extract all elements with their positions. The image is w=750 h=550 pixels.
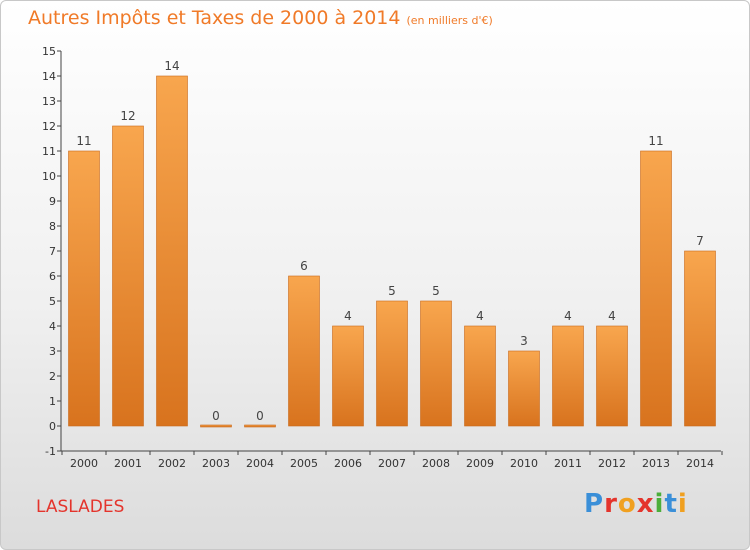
x-tick-label-2006: 2006 <box>334 457 362 470</box>
y-tick-label: 8 <box>49 220 56 233</box>
bar-2009 <box>464 325 496 427</box>
y-tick-label: 7 <box>49 245 56 258</box>
x-axis: 2000 2001 2002 2003 2004 2005 2006 2007 2008 2009… <box>61 451 723 470</box>
data-label-2000: 11 <box>76 134 91 148</box>
y-tick-label: 10 <box>42 170 56 183</box>
bar-2007 <box>376 300 408 427</box>
x-tick-label-2002: 2002 <box>158 457 186 470</box>
data-label-2003: 0 <box>212 409 220 423</box>
data-label-2014: 7 <box>696 234 704 248</box>
town-name: LASLADES <box>36 497 125 517</box>
x-tick-label-2010: 2010 <box>510 457 538 470</box>
logo-letter: o <box>617 489 637 519</box>
x-tick-label-2011: 2011 <box>554 457 582 470</box>
data-label-2006: 4 <box>344 309 352 323</box>
bar-2008 <box>420 300 452 427</box>
x-tick-label-2005: 2005 <box>290 457 318 470</box>
y-tick-label: 4 <box>49 320 56 333</box>
y-tick-label: 12 <box>42 120 56 133</box>
chart-subtitle: (en milliers d'€) <box>406 14 493 27</box>
bar-2004 <box>244 424 276 428</box>
logo-letter: i <box>654 489 665 519</box>
x-tick-label-2003: 2003 <box>202 457 230 470</box>
data-label-2004: 0 <box>256 409 264 423</box>
logo-letter: x <box>636 489 655 519</box>
bar-2012 <box>596 325 628 427</box>
data-label-2011: 4 <box>564 309 572 323</box>
logo-letter: i <box>677 489 688 519</box>
chart-title-text: Autres Impôts et Taxes de 2000 à 2014 <box>28 7 401 29</box>
x-tick-label-2009: 2009 <box>466 457 494 470</box>
y-tick-label: 9 <box>49 195 56 208</box>
y-tick-label: 1 <box>49 395 56 408</box>
x-tick-label-2008: 2008 <box>422 457 450 470</box>
y-tick-label: 13 <box>42 95 56 108</box>
y-tick-label: 0 <box>49 420 56 433</box>
data-label-2012: 4 <box>608 309 616 323</box>
logo-letter: r <box>604 489 618 519</box>
bar-2006 <box>332 325 364 427</box>
logo-letter: P <box>584 489 605 519</box>
data-label-2002: 14 <box>164 59 179 73</box>
data-label-2001: 12 <box>120 109 135 123</box>
y-tick-label: 11 <box>42 145 56 158</box>
data-label-2013: 11 <box>648 134 663 148</box>
bar-2000 <box>68 150 100 427</box>
x-tick-label-2000: 2000 <box>70 457 98 470</box>
bar-2001 <box>112 125 144 427</box>
data-label-2009: 4 <box>476 309 484 323</box>
bar-2011 <box>552 325 584 427</box>
y-tick-label: 14 <box>42 70 56 83</box>
x-tick-label-2013: 2013 <box>642 457 670 470</box>
data-labels: 11 12 14 0 0 6 4 5 5 4 3 4 4 11 7 <box>76 59 703 423</box>
x-tick-label-2014: 2014 <box>686 457 714 470</box>
y-tick-label: 15 <box>42 45 56 58</box>
bar-2014 <box>684 250 716 427</box>
data-label-2010: 3 <box>520 334 528 348</box>
proxiti-logo[interactable]: Proxiti <box>584 489 688 519</box>
bar-2005 <box>288 275 320 427</box>
bar-2003 <box>200 424 232 428</box>
chart-title: Autres Impôts et Taxes de 2000 à 2014 (en… <box>28 7 493 29</box>
bar-2010 <box>508 350 540 427</box>
data-label-2007: 5 <box>388 284 396 298</box>
data-label-2008: 5 <box>432 284 440 298</box>
x-tick-label-2007: 2007 <box>378 457 406 470</box>
data-label-2005: 6 <box>300 259 308 273</box>
logo-letter: t <box>664 489 678 519</box>
bar-2002 <box>156 75 188 427</box>
bars <box>68 75 716 428</box>
y-tick-label: 2 <box>49 370 56 383</box>
x-tick-label-2012: 2012 <box>598 457 626 470</box>
bar-2013 <box>640 150 672 427</box>
y-tick-label: 3 <box>49 345 56 358</box>
y-tick-label: 5 <box>49 295 56 308</box>
y-tick-label: -1 <box>45 445 56 458</box>
x-tick-label-2001: 2001 <box>114 457 142 470</box>
x-tick-label-2004: 2004 <box>246 457 274 470</box>
y-tick-label: 6 <box>49 270 56 283</box>
